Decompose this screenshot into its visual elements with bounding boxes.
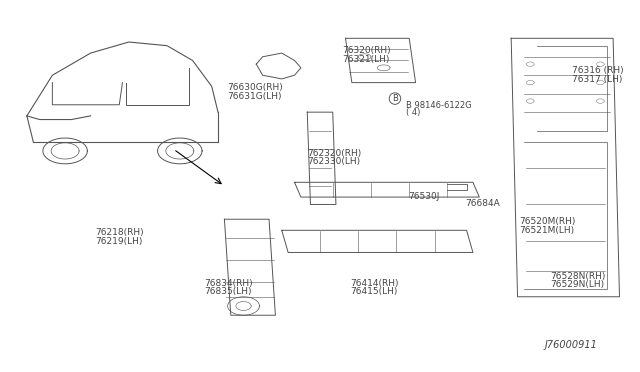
Text: 76631G(LH): 76631G(LH): [228, 92, 282, 101]
Text: 76320(RH): 76320(RH): [342, 46, 391, 55]
Text: 762330(LH): 762330(LH): [307, 157, 360, 166]
Text: 76835(LH): 76835(LH): [204, 287, 252, 296]
Text: J76000911: J76000911: [544, 340, 597, 350]
Text: 76321(LH): 76321(LH): [342, 55, 390, 64]
Text: B: B: [392, 94, 398, 103]
Text: 76834(RH): 76834(RH): [204, 279, 253, 288]
Text: B 98146-6122G: B 98146-6122G: [406, 101, 472, 110]
Text: 76528N(RH): 76528N(RH): [550, 272, 606, 280]
Text: 76530J: 76530J: [408, 192, 439, 201]
Text: 76630G(RH): 76630G(RH): [228, 83, 284, 92]
Text: 762320(RH): 762320(RH): [307, 149, 362, 158]
Text: 76684A: 76684A: [465, 199, 500, 208]
Text: 76218(RH): 76218(RH): [96, 228, 145, 237]
Text: 76521M(LH): 76521M(LH): [519, 225, 574, 234]
Text: 76415(LH): 76415(LH): [351, 287, 398, 296]
Text: 76529N(LH): 76529N(LH): [550, 280, 605, 289]
Text: 76316 (RH): 76316 (RH): [572, 66, 623, 75]
Text: 76414(RH): 76414(RH): [351, 279, 399, 288]
Text: 76219(LH): 76219(LH): [96, 237, 143, 246]
Text: 76317 (LH): 76317 (LH): [572, 75, 622, 84]
Text: ( 4): ( 4): [406, 109, 420, 118]
Text: 76520M(RH): 76520M(RH): [519, 217, 575, 227]
